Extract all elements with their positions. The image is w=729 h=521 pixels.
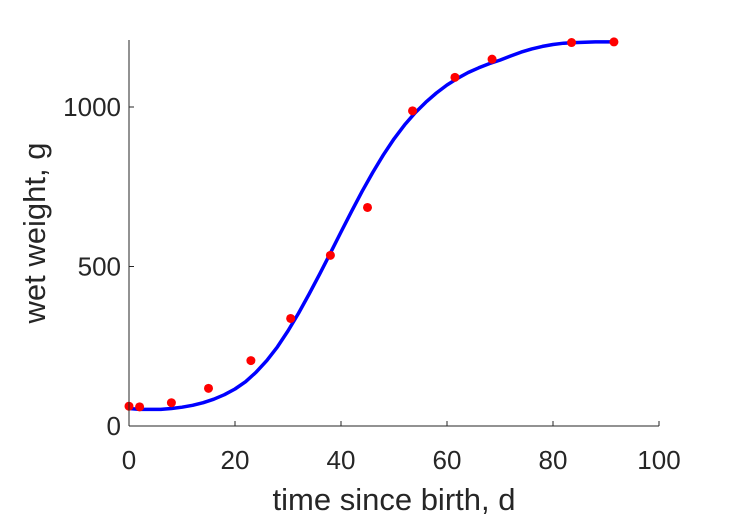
x-axis-label: time since birth, d (273, 482, 516, 517)
x-tick-label: 20 (221, 445, 250, 475)
data-point (450, 72, 460, 82)
x-tick-label: 0 (122, 445, 136, 475)
x-tick-label: 40 (327, 445, 356, 475)
fit-curve-layer (127, 40, 614, 412)
data-point (204, 383, 213, 393)
x-tick-label: 60 (433, 445, 462, 475)
data-point (567, 38, 577, 48)
data-point (166, 398, 176, 408)
y-tick-label: 500 (78, 251, 121, 281)
data-point (286, 313, 296, 323)
data-points-layer (124, 37, 619, 412)
data-point (325, 250, 335, 260)
y-tick-label: 0 (107, 411, 121, 441)
x-tick-label: 100 (637, 445, 680, 475)
data-point (408, 106, 418, 116)
y-axis-label: wet weight, g (17, 143, 52, 325)
x-tick-label: 80 (539, 445, 568, 475)
data-point (135, 402, 145, 412)
data-point (363, 202, 372, 212)
data-point (609, 37, 619, 47)
fit-curve-line (127, 40, 614, 412)
data-point (487, 54, 497, 64)
y-tick-label: 1000 (63, 92, 121, 122)
data-point (246, 356, 256, 366)
